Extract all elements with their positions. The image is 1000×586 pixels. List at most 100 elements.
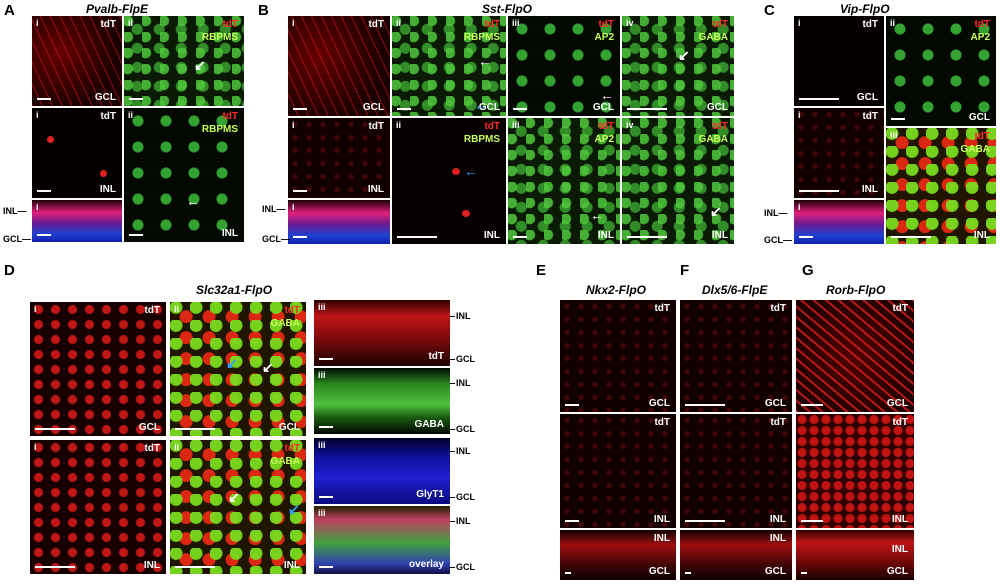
roman-label: i xyxy=(36,18,39,28)
a-gcl-side-label: GCL— xyxy=(3,234,31,244)
marker-tdt: tdT xyxy=(892,417,908,428)
cell xyxy=(47,136,54,143)
marker-tdt: tdT xyxy=(862,19,878,30)
scale-bar xyxy=(37,234,51,236)
layer-inl: INL xyxy=(483,230,500,241)
f-section-image: INL GCL xyxy=(680,530,792,580)
marker-tdt: tdT xyxy=(484,19,500,30)
marker-rbpms: RBPMS xyxy=(201,124,238,135)
scale-bar xyxy=(627,236,667,238)
marker-ap2: AP2 xyxy=(970,32,990,43)
layer-inl: INL xyxy=(367,184,384,195)
scale-bar xyxy=(397,236,437,238)
marker-overlay: overlay xyxy=(408,559,444,570)
roman-label: iii xyxy=(318,508,326,518)
scale-bar xyxy=(799,190,839,192)
scale-bar xyxy=(799,98,839,100)
roman-label: i xyxy=(36,110,39,120)
tick xyxy=(450,497,455,498)
c-i-inl-tdt-image: i tdT INL xyxy=(794,108,884,198)
a-inl-side-label: INL— xyxy=(3,206,27,216)
white-arrow: ↙ xyxy=(678,47,690,63)
marker-rbpms: RBPMS xyxy=(463,134,500,145)
scale-bar xyxy=(319,496,333,498)
scale-bar xyxy=(397,108,411,110)
marker-tdt: tdT xyxy=(284,305,300,316)
scale-bar xyxy=(319,566,333,568)
d-gcl-side-label-1: GCL xyxy=(456,354,475,364)
white-arrow: ↙ xyxy=(194,57,206,73)
layer-inl: INL xyxy=(769,533,786,544)
b-i-section-image: i xyxy=(288,200,390,244)
title-nkx2: Nkx2-FlpO xyxy=(586,283,647,297)
layer-gcl: GCL xyxy=(886,566,908,577)
marker-tdt: tdT xyxy=(770,303,786,314)
layer-inl: INL xyxy=(99,184,116,195)
c-iii-inl-gaba-image: iii tdT GABA INL xyxy=(886,128,996,244)
roman-label: ii xyxy=(396,18,402,28)
b-ii-gcl-rbpms-image: ii tdT RBPMS GCL ← ← xyxy=(392,16,506,116)
layer-inl: INL xyxy=(143,560,160,571)
a-i-inl-tdt-image: i tdT INL xyxy=(32,108,122,198)
marker-tdt: tdT xyxy=(862,111,878,122)
tick xyxy=(450,316,455,317)
blue-arrow: ← xyxy=(464,163,478,179)
marker-tdt: tdT xyxy=(598,121,614,132)
roman-label: ii xyxy=(396,120,402,130)
b-iii-inl-ap2-image: iii tdT AP2 INL ← xyxy=(508,118,620,244)
scale-bar xyxy=(293,190,307,192)
title-dlx: Dlx5/6-FlpE xyxy=(702,283,768,297)
marker-gaba: GABA xyxy=(414,419,444,430)
marker-tdt: tdT xyxy=(484,121,500,132)
panel-letter-a: A xyxy=(4,2,15,19)
blue-arrow: ↙ xyxy=(226,355,238,371)
cell xyxy=(100,170,107,177)
scale-bar xyxy=(293,108,307,110)
c-gcl-side-label: GCL— xyxy=(764,235,792,245)
marker-tdt: tdT xyxy=(974,19,990,30)
scale-bar xyxy=(513,108,527,110)
roman-label: iii xyxy=(318,370,326,380)
roman-label: iv xyxy=(626,18,634,28)
c-i-section-image: i xyxy=(794,200,884,244)
layer-inl: INL xyxy=(861,184,878,195)
roman-label: iii xyxy=(890,130,898,140)
roman-label: i xyxy=(292,120,295,130)
scale-bar xyxy=(175,566,215,568)
tick xyxy=(450,429,455,430)
marker-ap2: AP2 xyxy=(594,32,614,43)
marker-glyt1: GlyT1 xyxy=(416,489,444,500)
layer-inl: INL xyxy=(597,230,614,241)
a-ii-gcl-rbpms-image: ii tdT RBPMS ↙ xyxy=(124,16,244,106)
scale-bar xyxy=(37,98,51,100)
d-inl-side-label-4: INL xyxy=(456,516,471,526)
scale-bar xyxy=(513,236,527,238)
roman-label: ii xyxy=(128,110,134,120)
marker-tdt: tdT xyxy=(100,19,116,30)
marker-tdt: tdT xyxy=(428,351,444,362)
scale-bar xyxy=(801,572,807,574)
e-section-image: INL GCL xyxy=(560,530,676,580)
a-i-section-image: i xyxy=(32,200,122,242)
b-iv-inl-gaba-image: iv tdT GABA INL ↙ xyxy=(622,118,734,244)
roman-label: i xyxy=(798,202,801,212)
cell xyxy=(462,210,470,217)
d-inl-side-label-3: INL xyxy=(456,446,471,456)
roman-label: ii xyxy=(174,442,180,452)
white-arrow: ↙ xyxy=(228,489,240,505)
panel-letter-g: G xyxy=(802,262,814,279)
marker-tdt: tdT xyxy=(368,121,384,132)
panel-letter-b: B xyxy=(258,2,269,19)
marker-tdt: tdT xyxy=(654,303,670,314)
layer-inl: INL xyxy=(711,230,728,241)
cell xyxy=(452,168,460,175)
roman-label: iii xyxy=(318,302,326,312)
layer-gcl: GCL xyxy=(592,102,614,113)
tick xyxy=(450,359,455,360)
d-inl-side-label-2: INL xyxy=(456,378,471,388)
d-i-gcl-tdt-image: i tdT GCL xyxy=(30,302,166,436)
tick xyxy=(450,383,455,384)
marker-rbpms: RBPMS xyxy=(463,32,500,43)
b-iv-gcl-gaba-image: iv tdT GABA GCL ↙ xyxy=(622,16,734,116)
marker-tdt: tdT xyxy=(222,111,238,122)
